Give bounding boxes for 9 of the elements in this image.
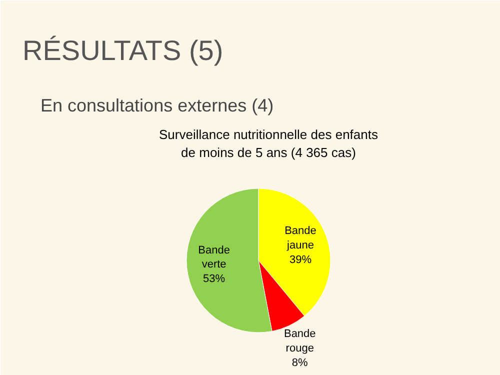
slice-label: Bande jaune [284,224,316,252]
data-label: 53% [203,273,226,286]
slice-label: Bande rouge [284,328,316,354]
text: En consultations externes (4) [40,96,274,116]
text: RÉSULTATS (5) [22,35,224,66]
data-label: 8% [292,356,308,369]
data-label: 39% [289,254,312,266]
chart-title: Surveillance nutritionnelle des enfants de moins de 5 ans (4 365 cas) [159,127,378,160]
slice-label: Bande verte [198,244,230,271]
